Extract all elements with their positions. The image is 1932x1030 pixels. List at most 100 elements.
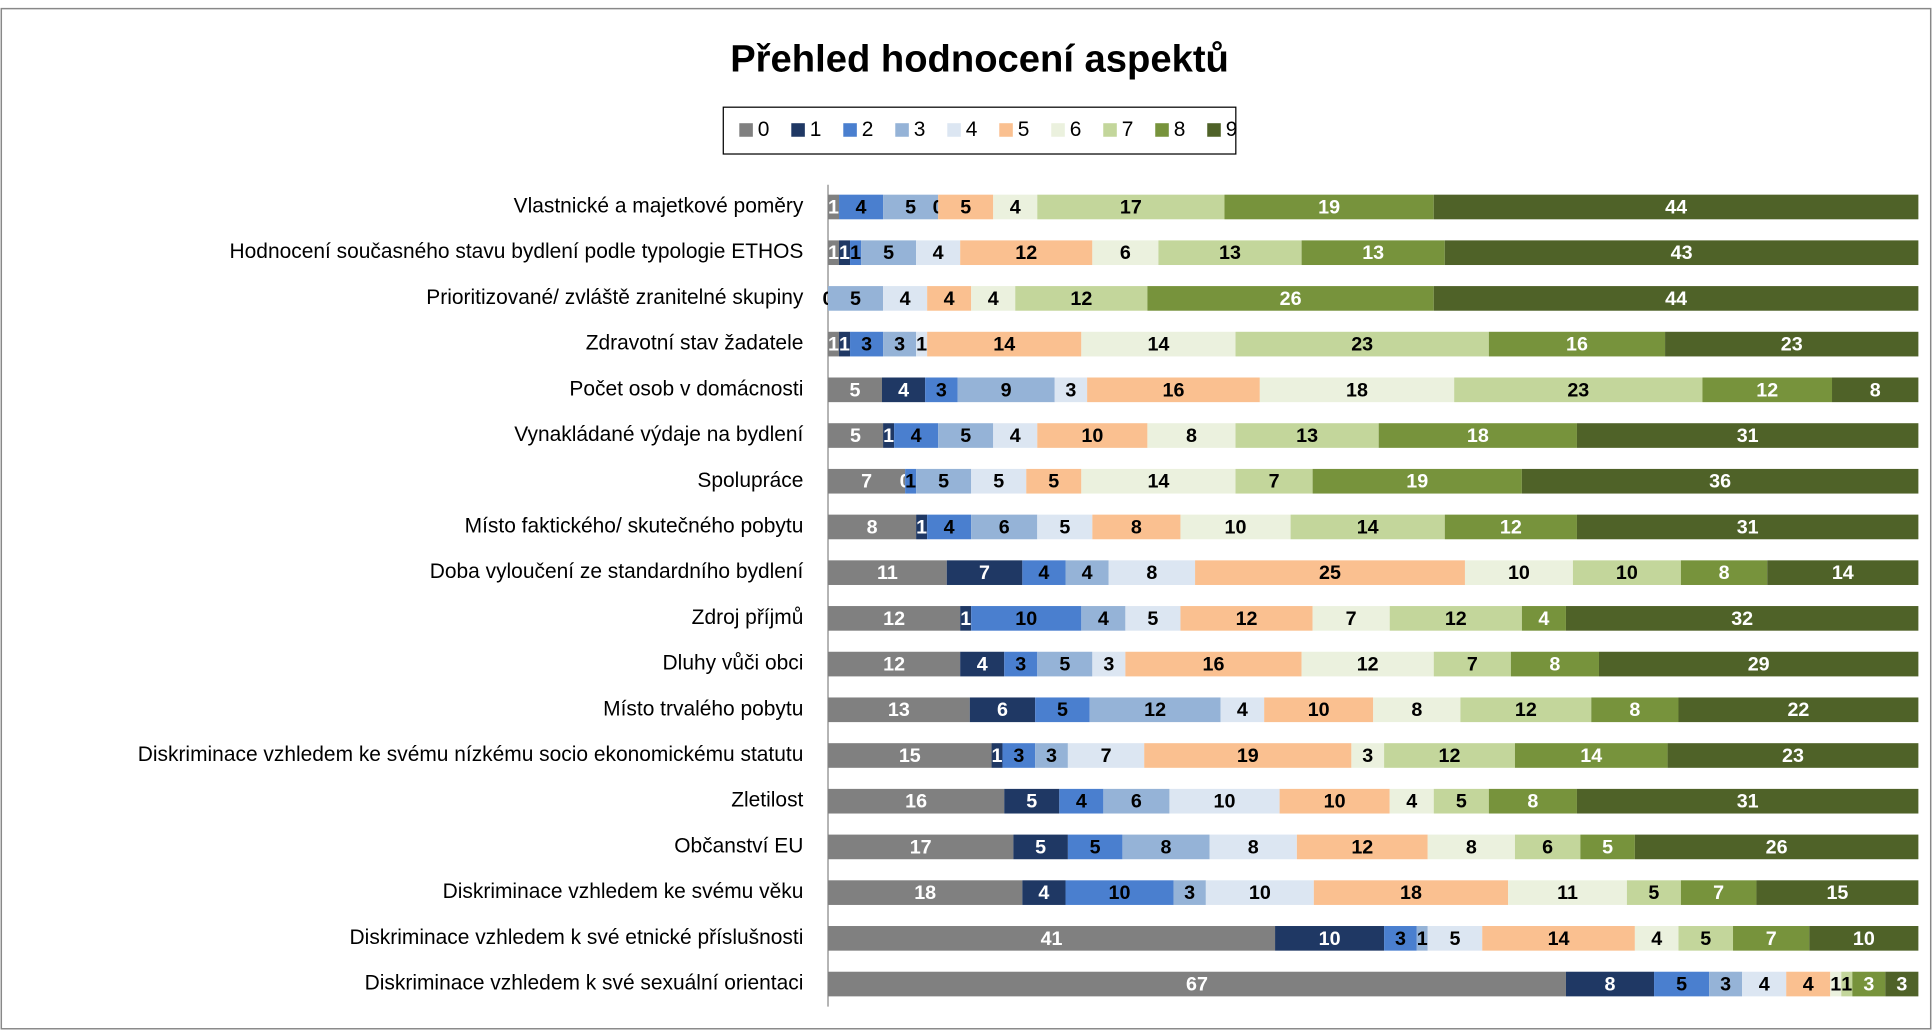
bar-segment xyxy=(1786,971,1831,997)
bar-segment xyxy=(1312,606,1390,631)
data-label: 8 xyxy=(1549,654,1560,676)
bar-segment xyxy=(1015,286,1148,311)
bar-segment xyxy=(993,194,1038,220)
category-label: Vlastnické a majetkové poměry xyxy=(514,195,804,218)
bar-segment xyxy=(1709,971,1743,997)
legend-swatch xyxy=(739,123,753,137)
category-label: Diskriminace vzhledem k své sexuální ori… xyxy=(365,972,804,995)
bar-segment xyxy=(916,331,928,357)
legend-swatch xyxy=(1103,123,1117,137)
bar-segment xyxy=(828,834,1014,860)
data-label: 36 xyxy=(1709,471,1731,493)
data-label: 7 xyxy=(1101,745,1112,767)
data-label: 4 xyxy=(1803,973,1814,995)
legend-swatch xyxy=(1051,123,1065,137)
data-label: 4 xyxy=(1082,562,1093,584)
bar-segment xyxy=(1433,286,1919,311)
data-label: 5 xyxy=(960,425,971,447)
data-label: 3 xyxy=(1362,745,1373,767)
data-label: 23 xyxy=(1782,745,1804,767)
bar-segment xyxy=(1809,926,1919,951)
bar-segment xyxy=(1654,971,1710,997)
data-label: 1 xyxy=(839,242,850,264)
bar-segment xyxy=(1067,834,1123,860)
data-label: 31 xyxy=(1737,791,1759,813)
bar-segment xyxy=(927,331,1082,357)
data-label: 19 xyxy=(1406,471,1428,493)
bar-segment xyxy=(1733,926,1810,951)
bar-segment xyxy=(1067,743,1145,768)
data-label: 29 xyxy=(1748,654,1770,676)
bar-segment xyxy=(1384,743,1515,768)
data-label: 5 xyxy=(1700,928,1711,950)
data-label: 4 xyxy=(1651,928,1662,950)
category-label: Diskriminace vzhledem k své etnické přís… xyxy=(350,926,804,949)
data-label: 12 xyxy=(1144,699,1166,721)
bar-segment xyxy=(1092,240,1159,266)
data-label: 17 xyxy=(910,836,932,858)
data-label: 1 xyxy=(916,334,927,356)
data-label: 3 xyxy=(1046,745,1057,767)
bar-segment xyxy=(828,331,840,357)
data-label: 18 xyxy=(1467,425,1489,447)
data-label: 12 xyxy=(1439,745,1461,767)
bar-segment xyxy=(1089,697,1221,723)
bar-segment xyxy=(938,423,994,448)
bar-segment xyxy=(1054,377,1088,403)
bar-segment xyxy=(828,606,961,631)
bar-segment xyxy=(1433,651,1511,677)
bar-segment xyxy=(1259,377,1455,403)
data-label: 5 xyxy=(1026,791,1037,813)
data-label: 1 xyxy=(1830,973,1841,995)
bar-segment xyxy=(1275,926,1385,951)
bar-segment xyxy=(1173,880,1206,905)
bar-segment xyxy=(1444,240,1919,266)
bar-segment xyxy=(828,788,1005,814)
data-label: 12 xyxy=(1015,242,1037,264)
bar-segment xyxy=(1830,971,1842,997)
data-label: 5 xyxy=(1090,836,1101,858)
bar-segment xyxy=(828,651,961,677)
data-label: 17 xyxy=(1120,196,1142,218)
bar-segment xyxy=(828,743,992,768)
data-label: 8 xyxy=(1248,836,1259,858)
data-label: 4 xyxy=(1406,791,1417,813)
category-label: Prioritizované/ zvláště zranitelné skupi… xyxy=(426,286,804,309)
bar-segment xyxy=(1144,743,1352,768)
data-label: 26 xyxy=(1766,836,1788,858)
data-label: 7 xyxy=(1467,654,1478,676)
bar-segment xyxy=(1680,880,1757,905)
category-label: Dluhy vůči obci xyxy=(663,652,804,675)
data-label: 41 xyxy=(1041,928,1063,950)
data-label: 8 xyxy=(1411,699,1422,721)
data-label: 12 xyxy=(1070,288,1092,310)
category-label: Místo trvalého pobytu xyxy=(603,697,803,720)
data-label: 5 xyxy=(1057,699,1068,721)
bar-segment xyxy=(1433,194,1919,220)
category-label: Hodnocení současného stavu bydlení podle… xyxy=(230,240,804,263)
data-label: 1 xyxy=(883,425,894,447)
data-label: 5 xyxy=(960,196,971,218)
data-label: 5 xyxy=(993,471,1004,493)
bar-segment xyxy=(1169,788,1280,814)
data-label: 10 xyxy=(1324,791,1346,813)
legend-label: 3 xyxy=(914,118,926,141)
data-label: 12 xyxy=(1515,699,1537,721)
bar-segment xyxy=(1264,697,1374,723)
data-label: 10 xyxy=(1081,425,1103,447)
data-label: 14 xyxy=(1580,745,1602,767)
data-label: 4 xyxy=(1076,791,1087,813)
bar-segment xyxy=(1702,377,1833,403)
data-label: 18 xyxy=(1346,379,1368,401)
bar-segment xyxy=(1220,697,1265,723)
bar-segment xyxy=(828,468,906,494)
data-label: 9 xyxy=(1001,379,1012,401)
bar-segment xyxy=(828,880,1023,905)
bar-segment xyxy=(1678,697,1919,723)
data-label: 23 xyxy=(1567,379,1589,401)
data-label: 5 xyxy=(1059,516,1070,538)
data-label: 5 xyxy=(1147,608,1158,630)
bar-segment xyxy=(1591,697,1679,723)
data-label: 18 xyxy=(914,882,936,904)
bar-segment xyxy=(1087,377,1260,403)
